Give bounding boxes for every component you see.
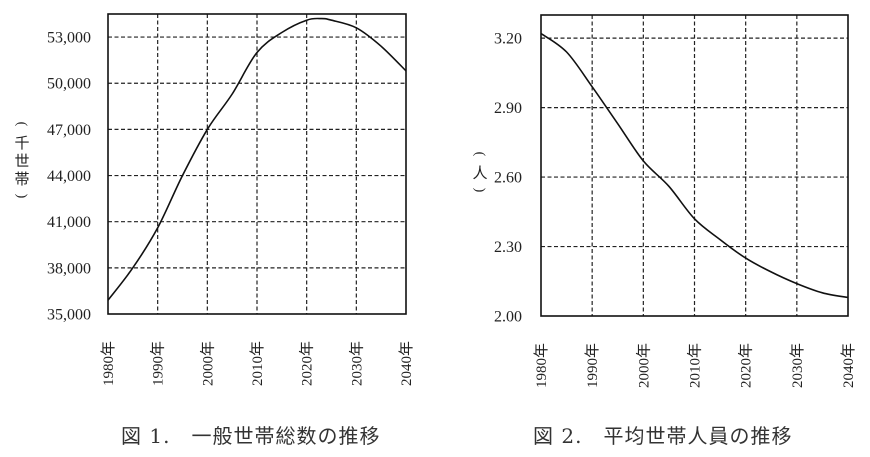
x-tick-label: 2000年 xyxy=(635,343,652,388)
y-tick-label: 3.20 xyxy=(494,31,522,48)
svg-text:): ) xyxy=(14,194,29,199)
y-tick-label: 35,000 xyxy=(47,307,91,324)
svg-text:): ) xyxy=(472,188,487,193)
x-tick-label: 1990年 xyxy=(584,343,601,388)
y-tick-label: 2.30 xyxy=(494,239,522,256)
y-tick-label: 2.00 xyxy=(494,309,522,326)
x-tick-label: 2040年 xyxy=(398,341,415,386)
x-tick-label: 1980年 xyxy=(533,343,550,388)
svg-text:(: ( xyxy=(472,152,487,157)
y-tick-label: 2.90 xyxy=(494,100,522,117)
x-tick-label: 1980年 xyxy=(100,341,117,386)
x-tick-label: 2030年 xyxy=(789,343,806,388)
y-tick-label: 2.60 xyxy=(494,170,522,187)
y-axis-label: ( 人) xyxy=(472,152,488,193)
x-tick-label: 2020年 xyxy=(299,341,316,386)
svg-text:人: 人 xyxy=(472,165,487,182)
y-tick-label: 47,000 xyxy=(47,122,91,139)
data-line xyxy=(107,17,407,301)
x-tick-label: 1990年 xyxy=(150,341,167,386)
x-tick-label: 2020年 xyxy=(738,343,755,388)
plot-frame xyxy=(107,13,407,315)
y-tick-label: 53,000 xyxy=(47,30,91,47)
x-tick-label: 2000年 xyxy=(199,341,216,386)
x-tick-label: 2010年 xyxy=(687,343,704,388)
figure-1-caption: 図 1. 一般世帯総数の推移 xyxy=(121,424,381,448)
data-line xyxy=(540,32,849,299)
svg-text:世: 世 xyxy=(14,153,29,170)
figure-2-caption: 図 2. 平均世帯人員の推移 xyxy=(533,424,793,448)
plot-frame xyxy=(540,14,849,317)
svg-text:千: 千 xyxy=(14,135,29,152)
chart-household-size: 2.00 2.30 2.60 2.90 3.20 1980年 1990年 2000年 2010年… xyxy=(472,14,857,388)
y-axis-label: ( 千世帯) xyxy=(14,122,30,199)
y-tick-label: 50,000 xyxy=(47,76,91,93)
y-tick-label: 38,000 xyxy=(47,260,91,277)
chart-household-total: 35,000 38,000 41,000 44,000 47,000 50,000 53,0… xyxy=(14,13,415,386)
x-tick-label: 2040年 xyxy=(840,343,857,388)
x-tick-label: 2010年 xyxy=(249,341,266,386)
svg-text:帯: 帯 xyxy=(14,171,29,188)
y-tick-label: 41,000 xyxy=(47,214,91,231)
y-tick-label: 44,000 xyxy=(47,168,91,185)
x-tick-label: 2030年 xyxy=(348,341,365,386)
svg-text:(: ( xyxy=(14,122,29,127)
